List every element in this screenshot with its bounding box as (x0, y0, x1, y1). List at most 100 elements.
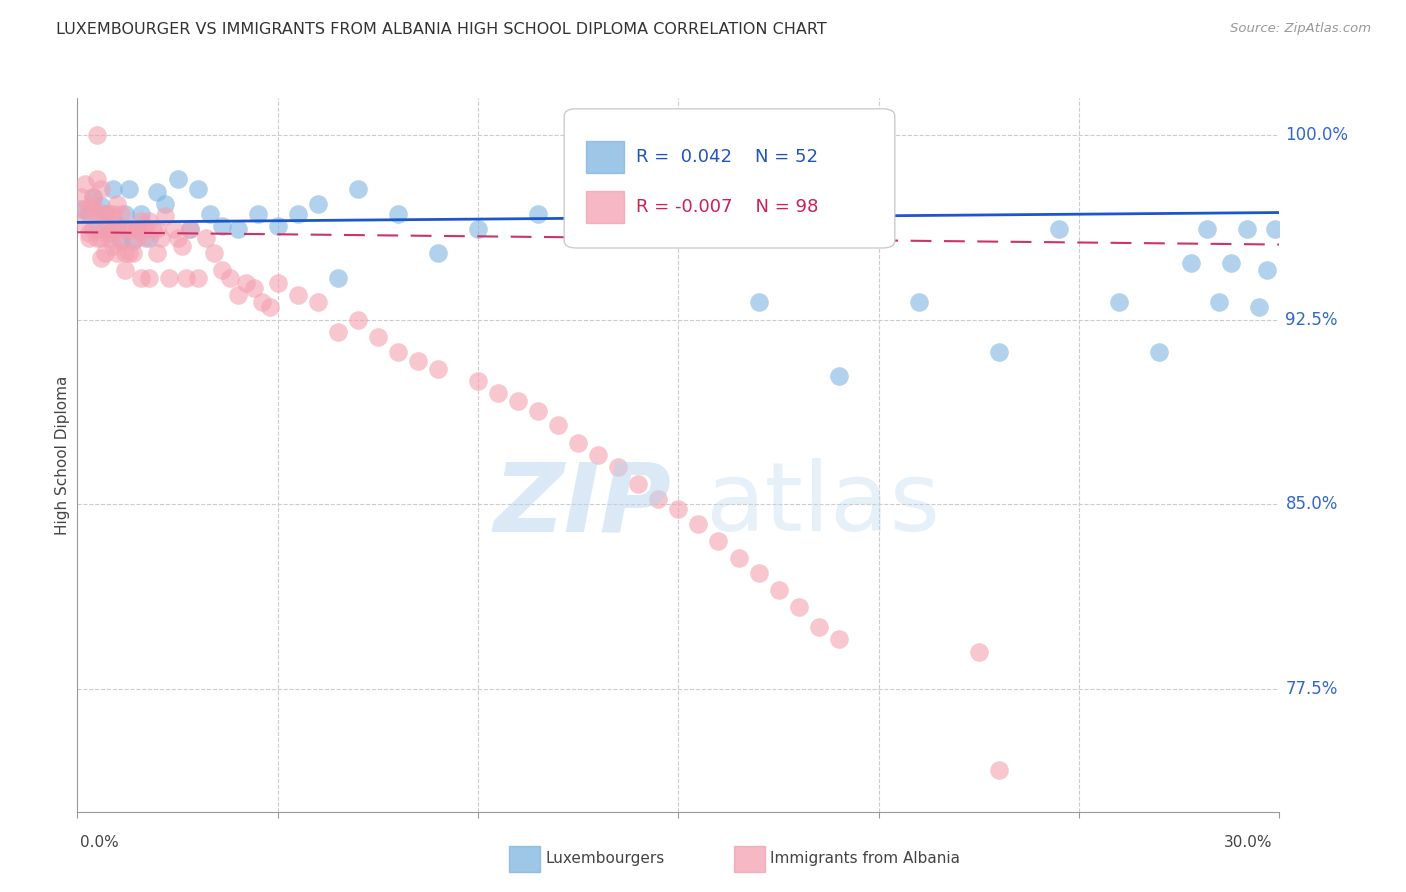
Point (668, 207, 690, 221)
Point (748, 295, 770, 310)
Point (988, 344, 1011, 359)
Point (198, 207, 221, 221)
Point (166, 172, 188, 186)
Point (527, 207, 550, 221)
Point (134, 231, 156, 245)
Point (82, 221, 104, 235)
Point (1256, 263, 1278, 277)
Point (1108, 295, 1130, 310)
Point (1220, 256, 1243, 270)
Point (1197, 221, 1219, 235)
Point (787, 600, 810, 615)
Point (146, 221, 169, 235)
Point (250, 295, 273, 310)
Point (94, 221, 117, 235)
Point (707, 534, 730, 549)
Point (70, 189, 93, 203)
Point (218, 270, 240, 285)
Point (427, 361, 450, 376)
Point (211, 263, 233, 277)
Point (242, 280, 264, 294)
Point (287, 207, 309, 221)
Text: Luxembourgers: Luxembourgers (546, 852, 665, 866)
Point (138, 231, 160, 245)
Point (110, 231, 132, 245)
Point (226, 288, 249, 302)
Point (1180, 256, 1202, 270)
Point (307, 295, 329, 310)
Point (287, 288, 309, 302)
Point (202, 246, 225, 260)
Point (103, 207, 125, 221)
Point (122, 221, 145, 235)
Point (90, 251, 112, 265)
Point (688, 516, 710, 531)
Point (110, 234, 132, 248)
Point (406, 354, 429, 368)
Point (588, 448, 610, 462)
Point (367, 330, 389, 344)
Point (79, 207, 101, 221)
Point (82, 189, 104, 203)
Point (98, 221, 121, 235)
Point (908, 295, 931, 310)
Point (127, 231, 149, 245)
Point (387, 207, 409, 221)
Point (70, 214, 93, 228)
Bar (586, 141, 624, 173)
Point (668, 502, 690, 516)
Point (79, 227, 101, 241)
Point (90, 207, 112, 221)
Point (114, 246, 136, 260)
Point (75, 178, 97, 192)
Point (118, 182, 141, 196)
Point (727, 551, 749, 566)
Point (162, 221, 184, 235)
Point (768, 583, 790, 598)
Point (828, 632, 851, 647)
Text: LUXEMBOURGER VS IMMIGRANTS FROM ALBANIA HIGH SCHOOL DIPLOMA CORRELATION CHART: LUXEMBOURGER VS IMMIGRANTS FROM ALBANIA … (56, 22, 827, 37)
Point (118, 221, 141, 235)
Point (146, 246, 169, 260)
Point (155, 209, 177, 223)
Point (118, 246, 141, 260)
Point (467, 221, 489, 235)
Point (142, 221, 165, 235)
Point (1249, 300, 1271, 314)
Point (211, 219, 233, 233)
Point (307, 197, 329, 211)
Point (387, 344, 409, 359)
Text: Source: ZipAtlas.com: Source: ZipAtlas.com (1230, 22, 1371, 36)
Point (179, 221, 201, 235)
Point (326, 270, 349, 285)
Text: atlas: atlas (704, 458, 941, 551)
Text: 100.0%: 100.0% (1285, 126, 1348, 144)
Point (1047, 221, 1070, 235)
Point (807, 620, 830, 634)
Point (267, 219, 290, 233)
Point (138, 270, 160, 285)
Point (748, 566, 770, 580)
Point (988, 763, 1011, 777)
Point (103, 221, 125, 235)
Point (138, 214, 160, 228)
Point (94, 246, 117, 260)
Point (226, 221, 249, 235)
Point (170, 239, 193, 253)
Point (79, 231, 101, 245)
Bar (586, 191, 624, 223)
Point (828, 369, 851, 384)
Point (486, 386, 509, 401)
Point (155, 197, 177, 211)
Point (1208, 295, 1230, 310)
Point (146, 185, 169, 199)
Text: R =  0.042    N = 52: R = 0.042 N = 52 (637, 148, 818, 166)
Point (110, 207, 132, 221)
Point (127, 221, 149, 235)
Point (98, 207, 121, 221)
Point (267, 276, 290, 290)
Point (259, 300, 281, 314)
Point (82, 197, 104, 211)
Point (114, 221, 136, 235)
Point (627, 477, 650, 491)
